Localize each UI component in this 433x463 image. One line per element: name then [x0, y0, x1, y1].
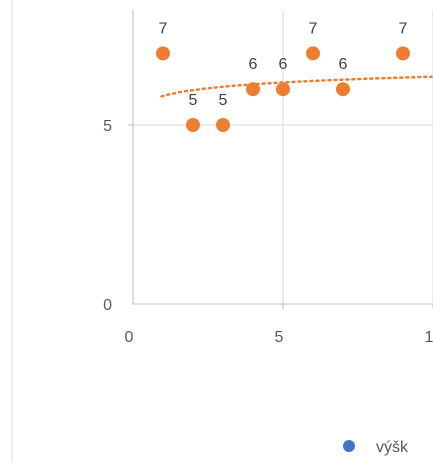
legend-label: výšk — [376, 439, 409, 456]
trendline — [160, 75, 433, 98]
data-label: 6 — [279, 56, 288, 73]
data-point — [306, 46, 320, 61]
data-label: 7 — [159, 20, 168, 37]
data-point — [396, 46, 410, 61]
trendline-path — [160, 75, 433, 98]
legend: výšk — [343, 439, 409, 456]
y-tick-label: 5 — [103, 118, 112, 135]
data-label: 6 — [339, 56, 348, 73]
data-label: 6 — [249, 56, 258, 73]
x-tick-label: 0 — [125, 329, 134, 346]
data-label: 7 — [399, 20, 408, 37]
gridlines — [133, 10, 433, 304]
data-label: 7 — [309, 20, 318, 37]
y-tick-label: 0 — [103, 297, 112, 314]
data-label: 5 — [189, 92, 198, 109]
data-point — [246, 82, 260, 97]
data-labels: 7 5 5 6 6 7 6 7 — [159, 20, 408, 109]
data-point — [276, 82, 290, 97]
data-points — [156, 46, 410, 132]
data-label: 5 — [219, 92, 228, 109]
x-tick-label: 1 — [425, 329, 433, 346]
data-point — [216, 118, 230, 132]
data-point — [186, 118, 200, 132]
data-point — [336, 82, 350, 97]
x-tick-label: 5 — [275, 329, 284, 346]
axes: 0 5 105 — [103, 10, 433, 346]
data-point — [156, 46, 170, 61]
legend-marker — [343, 440, 355, 452]
